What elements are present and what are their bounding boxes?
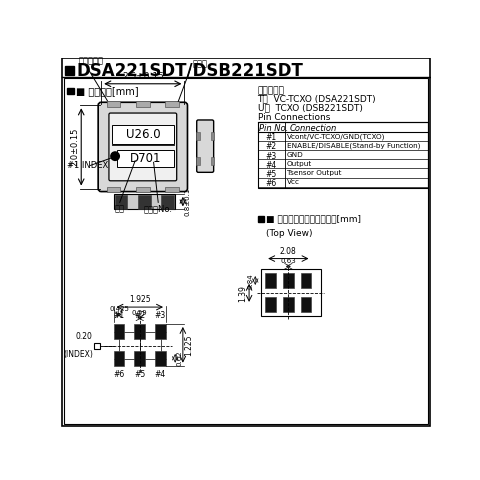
Text: #4: #4 <box>155 370 166 379</box>
Text: D701: D701 <box>130 152 162 165</box>
Text: 2.08: 2.08 <box>280 247 297 256</box>
Bar <box>107 187 120 192</box>
Text: 1.39: 1.39 <box>239 285 248 301</box>
Text: 0.20: 0.20 <box>76 332 93 341</box>
Text: #1: #1 <box>113 311 124 320</box>
Bar <box>136 187 150 192</box>
Bar <box>211 157 215 165</box>
Bar <box>134 351 145 366</box>
Bar <box>114 324 124 339</box>
Text: 2.5±0.15: 2.5±0.15 <box>122 72 164 81</box>
Text: 0.8±0.1: 0.8±0.1 <box>184 187 191 216</box>
Text: Pin No.: Pin No. <box>259 124 288 133</box>
Bar <box>258 216 264 222</box>
Text: 型名コード: 型名コード <box>258 86 285 95</box>
Bar <box>117 150 174 167</box>
Text: Tsensor Output: Tsensor Output <box>287 170 341 176</box>
FancyBboxPatch shape <box>197 120 214 172</box>
Bar <box>155 324 166 339</box>
Bar <box>265 297 276 312</box>
Bar <box>161 195 174 208</box>
Bar <box>165 187 179 192</box>
Bar <box>94 343 100 348</box>
Text: #1 INDEX: #1 INDEX <box>67 161 108 170</box>
Text: Output: Output <box>287 161 312 167</box>
Text: 1.925: 1.925 <box>129 295 151 304</box>
Bar <box>65 66 73 74</box>
Text: T：  VC-TCXO (DSA221SDT): T： VC-TCXO (DSA221SDT) <box>258 95 376 104</box>
Text: ■ ランドパターン（参考）[mm]: ■ ランドパターン（参考）[mm] <box>266 215 361 224</box>
Bar <box>300 297 312 312</box>
Text: 周波数: 周波数 <box>192 60 207 68</box>
Bar <box>265 273 276 288</box>
Text: ロットNo.: ロットNo. <box>144 204 173 213</box>
Bar <box>155 351 166 366</box>
Text: 1.225: 1.225 <box>184 335 193 356</box>
Text: #5: #5 <box>266 170 277 179</box>
Bar <box>283 297 294 312</box>
Text: #6: #6 <box>266 179 277 188</box>
Bar <box>165 101 179 107</box>
Text: 0.63: 0.63 <box>280 258 296 264</box>
Text: 2.0±0.15: 2.0±0.15 <box>71 128 80 166</box>
Text: #1: #1 <box>266 133 277 142</box>
Text: 0.425: 0.425 <box>109 306 129 312</box>
Bar <box>283 273 294 288</box>
Bar <box>134 324 145 339</box>
Text: U：  TCXO (DSB221SDT): U： TCXO (DSB221SDT) <box>258 103 362 112</box>
Text: 0.84: 0.84 <box>248 273 254 288</box>
Bar <box>262 269 321 315</box>
Text: #4: #4 <box>266 161 277 170</box>
FancyBboxPatch shape <box>98 102 188 192</box>
Text: #6: #6 <box>113 370 125 379</box>
Text: (INDEX): (INDEX) <box>63 350 93 359</box>
Bar <box>211 132 215 140</box>
Bar <box>138 195 151 208</box>
Text: 0.59: 0.59 <box>132 310 147 315</box>
Text: U26.0: U26.0 <box>125 128 160 141</box>
Bar <box>114 194 175 209</box>
Text: Pin Connections: Pin Connections <box>258 113 330 122</box>
Text: Vcc: Vcc <box>287 179 300 185</box>
Text: #3: #3 <box>155 311 166 320</box>
Text: #5: #5 <box>134 370 145 379</box>
Bar <box>67 88 73 94</box>
Text: ■ 外形尸法[mm]: ■ 外形尸法[mm] <box>76 86 138 96</box>
Text: Connection: Connection <box>290 124 337 133</box>
Text: #2: #2 <box>134 311 145 320</box>
Text: Vcont/VC-TCXO/GND(TCXO): Vcont/VC-TCXO/GND(TCXO) <box>287 133 385 140</box>
Bar <box>114 351 124 366</box>
Text: GND: GND <box>287 152 303 157</box>
Bar <box>258 122 428 188</box>
Text: #3: #3 <box>266 152 277 160</box>
Bar <box>136 101 150 107</box>
Bar <box>196 157 200 165</box>
Text: (Top View): (Top View) <box>266 229 312 238</box>
Text: ENABLE/DISABLE(Stand-by Function): ENABLE/DISABLE(Stand-by Function) <box>287 142 420 149</box>
Text: 0.62: 0.62 <box>177 351 183 367</box>
Text: 型名コード: 型名コード <box>78 56 103 65</box>
Bar <box>300 273 312 288</box>
Bar <box>112 125 174 144</box>
Circle shape <box>111 152 120 160</box>
Text: 社名: 社名 <box>115 204 125 213</box>
Bar <box>115 195 127 208</box>
Bar <box>107 101 120 107</box>
Text: DSA221SDT/DSB221SDT: DSA221SDT/DSB221SDT <box>77 62 303 80</box>
FancyBboxPatch shape <box>109 113 177 181</box>
Bar <box>196 132 200 140</box>
Text: #2: #2 <box>266 142 277 151</box>
